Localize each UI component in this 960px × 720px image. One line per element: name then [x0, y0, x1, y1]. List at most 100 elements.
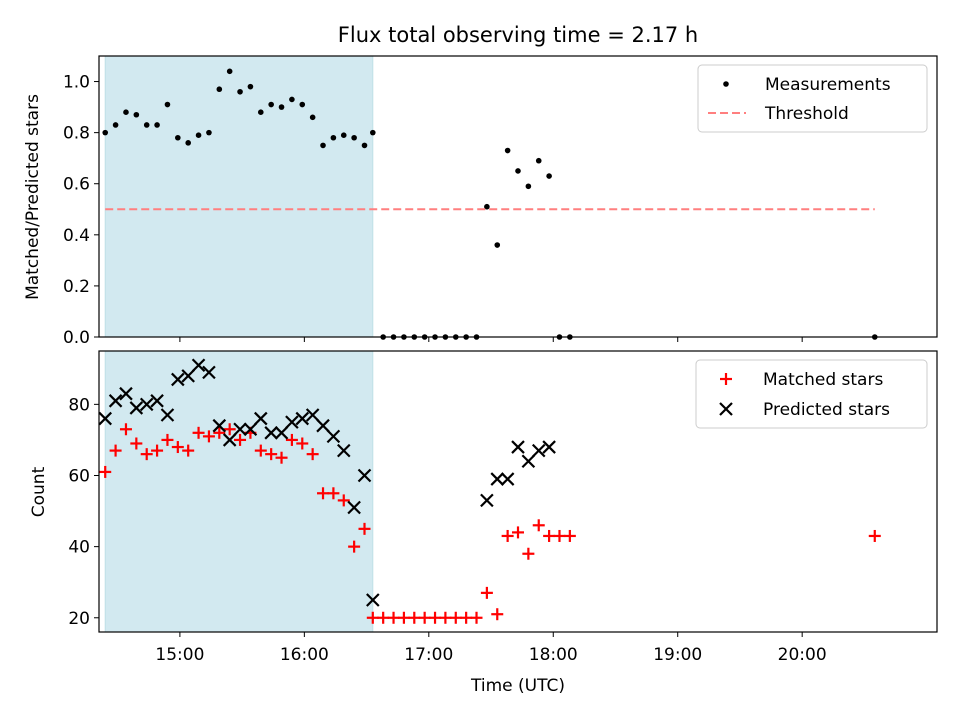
measurement-point	[309, 114, 316, 121]
matched-stars-point	[418, 611, 431, 624]
matched-stars-point	[285, 433, 298, 446]
predicted-stars-point	[347, 500, 361, 515]
measurement-point	[143, 122, 150, 128]
predicted-stars-point	[160, 408, 175, 422]
measurement-point	[484, 203, 490, 210]
predicted-stars-point	[357, 468, 372, 483]
matched-stars-point	[296, 437, 309, 450]
matched-stars-point	[348, 540, 361, 553]
matched-stars-point	[317, 487, 330, 500]
matched-stars-point	[99, 465, 112, 478]
predicted-stars-point	[316, 418, 330, 433]
matched-stars-point	[366, 611, 379, 624]
matched-stars-point	[337, 494, 350, 507]
matched-stars-point	[449, 611, 462, 624]
matched-stars-point	[140, 448, 153, 461]
measurement-point	[289, 96, 295, 103]
matched-stars-point	[275, 451, 288, 464]
matched-stars-point	[377, 611, 390, 624]
y-tick-label: 80	[68, 395, 90, 415]
measurement-point	[237, 88, 243, 95]
y-tick-label: 0.2	[63, 277, 90, 297]
predicted-stars-point	[254, 411, 268, 426]
predicted-stars-point	[274, 426, 289, 440]
predicted-stars-point	[243, 422, 258, 437]
x-tick-label: 16:00	[280, 645, 329, 665]
predicted-stars-point	[305, 408, 320, 422]
matched-stars-point	[109, 444, 122, 457]
count-panel: 20 40 60 80 15:00 16:00 17:00 18:00 19:00 20:00 C…	[29, 350, 938, 696]
predicted-stars-point	[233, 422, 247, 437]
measurement-point	[164, 101, 171, 108]
matched-stars-point	[119, 423, 132, 436]
x-axis-label: Time (UTC)	[470, 676, 565, 696]
count-legend: Matched stars Predicted stars	[695, 359, 928, 429]
legend-matched-label: Matched stars	[763, 370, 883, 390]
matched-stars-point	[522, 547, 535, 560]
matched-stars-point	[327, 487, 340, 500]
matched-stars-point	[480, 586, 493, 599]
y-tick-label: 0.6	[63, 175, 90, 195]
matched-stars-point	[182, 444, 195, 457]
matched-stars-point	[868, 529, 881, 542]
measurement-point	[154, 122, 160, 128]
legend-threshold-label: Threshold	[764, 104, 849, 124]
matched-stars-point	[460, 611, 473, 624]
matched-stars-point	[265, 448, 278, 461]
legend-matched-marker	[720, 373, 732, 385]
measurement-point	[123, 109, 129, 115]
measurement-point	[257, 109, 264, 115]
measurement-point	[494, 242, 501, 248]
x-tick-label: 17:00	[404, 645, 453, 665]
matched-stars-point	[439, 611, 452, 624]
matched-stars-point	[254, 444, 267, 457]
predicted-stars-point	[119, 386, 133, 401]
matched-stars-point	[501, 529, 514, 542]
matched-stars-point	[532, 519, 545, 532]
matched-stars-point	[512, 526, 524, 539]
y-tick-label: 0.4	[63, 226, 90, 246]
measurement-point	[278, 104, 285, 110]
x-tick-label: 19:00	[653, 645, 702, 665]
matched-stars-point	[234, 433, 247, 446]
measurement-point	[102, 129, 109, 136]
matched-stars-point	[202, 430, 215, 443]
matched-stars-point	[553, 529, 566, 542]
predicted-stars-point	[139, 397, 154, 412]
matched-stars-point	[161, 433, 174, 446]
matched-stars-point	[470, 611, 483, 624]
matched-stars-point	[491, 608, 504, 621]
measurement-point	[112, 122, 119, 128]
measurement-point	[370, 129, 376, 136]
predicted-stars-point	[212, 418, 227, 433]
measurement-point	[226, 68, 233, 75]
matched-stars-point	[429, 611, 442, 624]
predicted-stars-point	[295, 411, 310, 426]
legend-predicted-label: Predicted stars	[763, 400, 890, 420]
measurement-point	[216, 86, 223, 93]
legend-measurements-label: Measurements	[765, 75, 891, 95]
measurement-point	[320, 142, 326, 149]
x-tick-label: 20:00	[778, 645, 827, 665]
measurement-point	[361, 142, 368, 149]
measurement-point	[351, 134, 357, 141]
matched-stars-point	[223, 423, 236, 436]
measurement-point	[546, 173, 552, 179]
predicted-stars-point	[129, 401, 144, 415]
predicted-stars-point	[531, 443, 546, 458]
count-y-axis-label: Count	[29, 466, 49, 517]
matched-stars-point	[192, 426, 205, 439]
ratio-panel: 0.0 0.2 0.4 0.6 0.8 1.0 Matched/Predicted sta…	[23, 55, 938, 348]
predicted-stars-point	[336, 443, 351, 458]
measurement-point	[133, 111, 140, 118]
predicted-stars-point	[500, 472, 515, 486]
predicted-stars-point	[171, 372, 185, 387]
legend-measurements-marker	[723, 81, 729, 87]
predicted-stars-point	[521, 454, 536, 469]
matched-stars-point	[171, 441, 184, 454]
matched-stars-point	[130, 437, 143, 450]
predicted-stars-point	[108, 394, 123, 408]
predicted-stars-point	[181, 369, 195, 383]
ratio-legend: Measurements Threshold	[697, 64, 928, 133]
count-marks	[98, 358, 881, 624]
